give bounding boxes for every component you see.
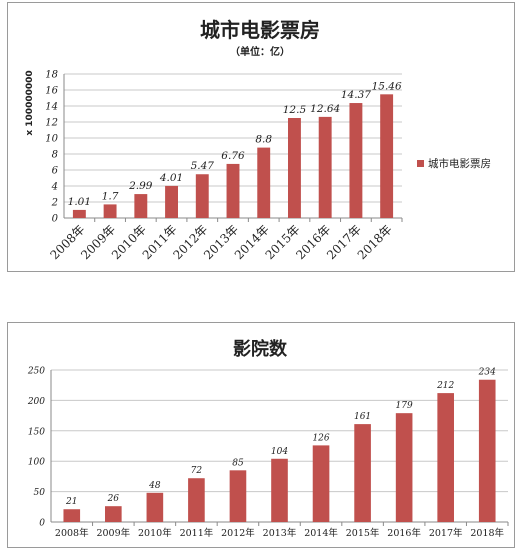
y-tick-label: 0: [39, 519, 45, 529]
x-tick-label: 2018年: [355, 222, 395, 262]
bar: [271, 458, 288, 522]
y-tick-label: 8: [52, 150, 58, 161]
legend-label: 城市电影票房: [428, 157, 491, 170]
data-label: 234: [478, 368, 496, 378]
y-tick-label: 6: [52, 166, 59, 177]
y-tick-label: 18: [45, 70, 58, 81]
bar: [257, 147, 271, 218]
data-label: 179: [396, 401, 413, 411]
x-tick-label: 2010年: [138, 527, 172, 539]
y-tick-label: 4: [51, 182, 58, 193]
bar: [478, 379, 496, 522]
data-label: 26: [107, 494, 120, 504]
data-label: 5.47: [191, 160, 215, 172]
x-tick-label: 2017年: [429, 527, 463, 539]
bar: [437, 393, 454, 522]
data-label: 72: [191, 466, 203, 476]
y-tick-label: 100: [28, 458, 45, 468]
bar: [146, 492, 164, 522]
x-tick-label: 2009年: [96, 527, 130, 539]
y-tick-label: 150: [28, 427, 45, 437]
y-tick-label: 0: [52, 214, 59, 225]
y-tick-label: 2: [51, 198, 58, 209]
data-label: 161: [354, 412, 371, 422]
bar: [63, 509, 81, 522]
data-label: 104: [271, 447, 288, 457]
data-label: 212: [436, 381, 454, 391]
bar: [395, 413, 413, 522]
bar: [318, 116, 332, 218]
bar: [349, 103, 363, 218]
bar: [380, 94, 394, 218]
cinema-count-chart-panel: 影院数 21 26 48 72 85 104 126 161 179 212 234 0 50 100 1…: [7, 322, 515, 548]
x-tick-label: 2014年: [304, 527, 338, 539]
bar: [229, 470, 247, 522]
bar: [134, 194, 148, 218]
bar: [226, 163, 240, 218]
data-label: 48: [148, 481, 161, 491]
legend-swatch: [417, 160, 424, 167]
x-tick-label: 2016年: [387, 527, 421, 539]
bar: [165, 185, 178, 218]
data-label: 21: [65, 497, 77, 507]
x-tick-label: 2015年: [346, 527, 380, 539]
bar: [103, 204, 117, 218]
x-tick-label: 2012年: [221, 527, 255, 539]
chart-title: 影院数: [233, 338, 288, 360]
data-label: 85: [232, 458, 244, 468]
data-label: 126: [312, 433, 329, 443]
y-tick-label: 14: [45, 102, 58, 113]
bar: [288, 118, 301, 218]
x-tick-label: 2018年: [470, 527, 504, 539]
bar: [195, 174, 209, 218]
y-tick-label: 12: [45, 118, 58, 129]
x-tick-label: 2011年: [180, 527, 214, 539]
bar: [354, 424, 371, 522]
bar: [188, 478, 205, 522]
chart-subtitle: （单位：亿）: [230, 45, 290, 58]
cinema-count-chart: 影院数 21 26 48 72 85 104 126 161 179 212 234 0 50 100 1…: [27, 338, 509, 539]
data-label: 12.5: [283, 104, 307, 116]
data-label: 1.7: [102, 190, 119, 202]
y-tick-label: 250: [27, 367, 45, 377]
x-tick-label: 2008年: [55, 527, 89, 539]
y-tick-label: 16: [45, 86, 58, 97]
data-label: 12.64: [310, 103, 340, 115]
y-axis-label: x 100000000: [25, 70, 35, 135]
bar: [105, 506, 122, 522]
bar: [72, 209, 86, 218]
y-tick-label: 10: [45, 134, 58, 145]
y-tick-label: 50: [34, 488, 46, 498]
data-label: 2.99: [128, 180, 153, 192]
data-label: 15.46: [372, 80, 402, 92]
box-office-chart: 城市电影票房 （单位：亿） x 100000000 1.01 1.7 2.99 4.0…: [25, 18, 491, 262]
box-office-chart-panel: 城市电影票房 （单位：亿） x 100000000 1.01 1.7 2.99 4.0…: [7, 2, 515, 272]
data-label: 4.01: [159, 172, 183, 184]
data-label: 8.8: [255, 134, 272, 146]
data-label: 1.01: [68, 196, 91, 208]
x-tick-label: 2013年: [263, 527, 297, 539]
data-label: 14.37: [341, 89, 371, 101]
bar: [312, 445, 330, 522]
chart-title: 城市电影票房: [200, 18, 320, 42]
data-label: 6.76: [221, 150, 245, 162]
y-tick-label: 200: [27, 397, 45, 407]
